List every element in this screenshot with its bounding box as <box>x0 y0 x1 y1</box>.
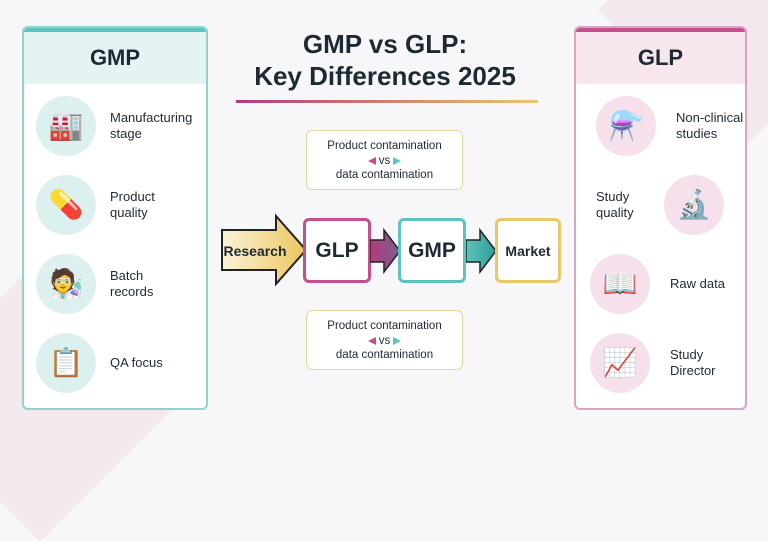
technician-icon: 🧑‍🔬 <box>36 254 96 314</box>
gmp-box: GMP <box>398 218 466 283</box>
item-label: Batch records <box>110 268 154 299</box>
item-label: Raw data <box>670 276 725 291</box>
glp-item: 📈 Study Director <box>590 333 730 393</box>
pill-pack-icon: 💊 <box>36 175 96 235</box>
vs-label: vs <box>378 334 391 347</box>
gmp-item: 🏭 Manufacturing stage <box>36 96 205 156</box>
research-arrow <box>221 213 308 287</box>
chart-magnifier-icon: 📈 <box>590 333 650 393</box>
callout-top: Product contamination vs data contaminat… <box>306 130 463 190</box>
item-label: Product quality <box>110 189 155 220</box>
gmp-panel: GMP 🏭 Manufacturing stage 💊 Product qualit… <box>22 26 208 410</box>
market-box: Market <box>495 218 561 283</box>
research-label: Research <box>223 242 287 259</box>
right-arrow-icon <box>393 336 402 345</box>
glp-item: Study quality 🔬 <box>596 175 724 235</box>
item-label: Study quality <box>596 189 634 220</box>
glp-box: GLP <box>303 218 371 283</box>
left-arrow-icon <box>367 156 376 165</box>
gmp-heading: GMP <box>24 28 206 84</box>
right-arrow-icon <box>393 156 402 165</box>
clipboard-check-icon: 📋 <box>36 333 96 393</box>
item-label: Manufacturing stage <box>110 110 193 141</box>
callout-bottom: Product contamination vs data contaminat… <box>306 310 463 370</box>
flow-arrow <box>466 228 497 274</box>
item-label: Non-clinical studies <box>676 110 744 141</box>
factory-icon: 🏭 <box>36 96 96 156</box>
gmp-item: 📋 QA focus <box>36 333 163 393</box>
item-label: Study Director <box>670 347 716 378</box>
title-underline <box>236 100 538 103</box>
gmp-item: 🧑‍🔬 Batch records <box>36 254 170 314</box>
callout-line: data contamination <box>335 169 434 181</box>
item-label: QA focus <box>110 355 163 370</box>
microscope-icon: 🔬 <box>664 175 724 235</box>
callout-line: data contamination <box>335 349 434 361</box>
page-title: GMP vs GLP: Key Differences 2025 <box>210 28 560 92</box>
callout-line: Product contamination <box>327 140 442 152</box>
title-line-2: Key Differences 2025 <box>254 61 516 91</box>
glp-item: 📖 Raw data <box>590 254 725 314</box>
title-line-1: GMP vs GLP: <box>302 29 468 59</box>
glp-heading: GLP <box>576 28 745 84</box>
notebook-icon: 📖 <box>590 254 650 314</box>
vs-label: vs <box>378 154 391 167</box>
left-arrow-icon <box>367 336 376 345</box>
glp-item: ⚗️ Non-clinical studies <box>596 96 745 156</box>
flask-icon: ⚗️ <box>596 96 656 156</box>
flow-arrow <box>370 228 401 274</box>
glp-panel: GLP ⚗️ Non-clinical studies Study quality… <box>574 26 747 410</box>
callout-line: Product contamination <box>327 320 442 332</box>
gmp-item: 💊 Product quality <box>36 175 170 235</box>
